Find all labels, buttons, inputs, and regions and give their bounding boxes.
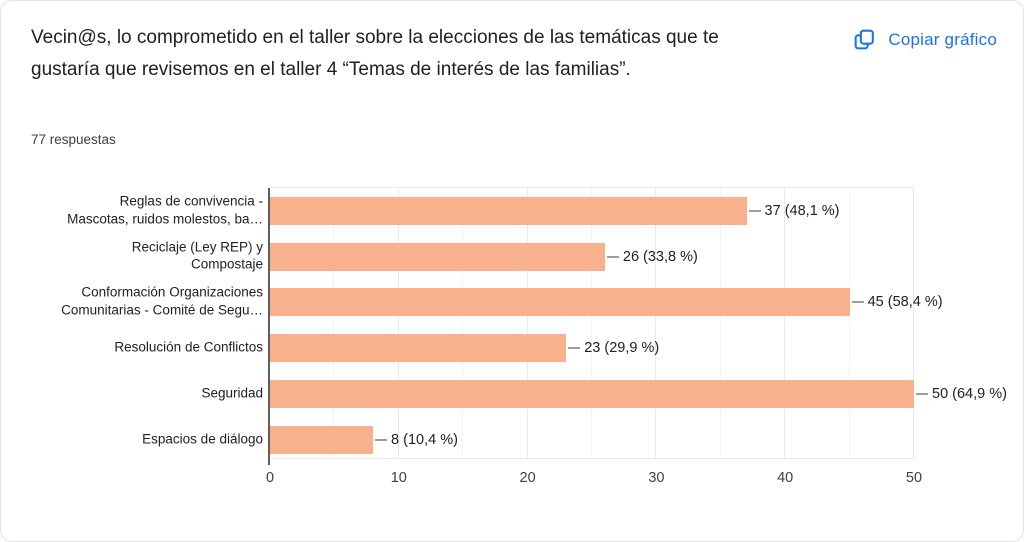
plot-area: 37 (48,1 %) 26 (33,8 %) 45 (58,4 %) 23 (29,…: [268, 187, 1007, 465]
copy-icon: [852, 27, 877, 52]
bar: [270, 379, 914, 408]
bar-chart: Reglas de convivencia - Mascotas, ruidos…: [1, 187, 1023, 497]
leader-line: [748, 210, 761, 212]
x-axis-tick-labels: 0 10 20 30 40 50: [266, 470, 922, 490]
gridline: [526, 188, 528, 458]
category-label: Conformación Organizaciones Comunitarias…: [61, 284, 263, 318]
category-axis-labels: Reglas de convivencia - Mascotas, ruidos…: [1, 187, 263, 457]
bar: [270, 197, 747, 225]
category-label: Resolución de Conflictos: [114, 339, 263, 355]
gridline: [655, 188, 657, 458]
bar: [270, 334, 567, 363]
bar-value-label: 50 (64,9 %): [932, 385, 1007, 402]
x-tick-label: 10: [390, 470, 407, 486]
gridline: [591, 188, 592, 458]
bar: [270, 242, 605, 271]
x-tick-label: 20: [519, 470, 536, 486]
gridline: [333, 188, 335, 458]
x-tick-label: 50: [905, 470, 923, 486]
leader-line: [851, 301, 864, 304]
leader-line: [568, 347, 581, 350]
bar: [270, 288, 850, 317]
gridline: [462, 188, 464, 458]
gridline: [397, 188, 399, 458]
bar-value-label: 8 (10,4 %): [391, 431, 458, 448]
bar-value-label: 26 (33,8 %): [622, 248, 698, 265]
gridline: [913, 188, 914, 458]
gridline: [784, 188, 786, 458]
category-label: Reciclaje (Ley REP) y Compostaje: [131, 239, 263, 272]
x-tick-label: 40: [777, 470, 794, 486]
leader-line: [916, 392, 928, 395]
category-label: Seguridad: [201, 385, 263, 401]
category-label: Espacios de diálogo: [142, 430, 263, 446]
gridline: [848, 188, 850, 458]
responses-count: 77 respuestas: [31, 132, 116, 147]
leader-line: [375, 438, 388, 441]
y-axis-line: [268, 188, 270, 465]
category-label: Reglas de convivencia - Mascotas, ruidos…: [67, 193, 263, 227]
bar-value-label: 45 (58,4 %): [867, 294, 943, 311]
copy-chart-button[interactable]: Copiar gráfico: [848, 25, 1001, 54]
leader-line: [606, 255, 619, 258]
bar-value-label: 37 (48,1 %): [764, 203, 840, 219]
bar: [270, 425, 374, 454]
gridline: [719, 188, 721, 458]
bar-value-label: 23 (29,9 %): [584, 340, 660, 357]
copy-chart-label: Copiar gráfico: [888, 29, 997, 49]
x-tick-label: 30: [648, 470, 665, 486]
x-tick-label: 0: [265, 470, 275, 486]
question-title: Vecin@s, lo comprometido en el taller so…: [31, 27, 719, 80]
